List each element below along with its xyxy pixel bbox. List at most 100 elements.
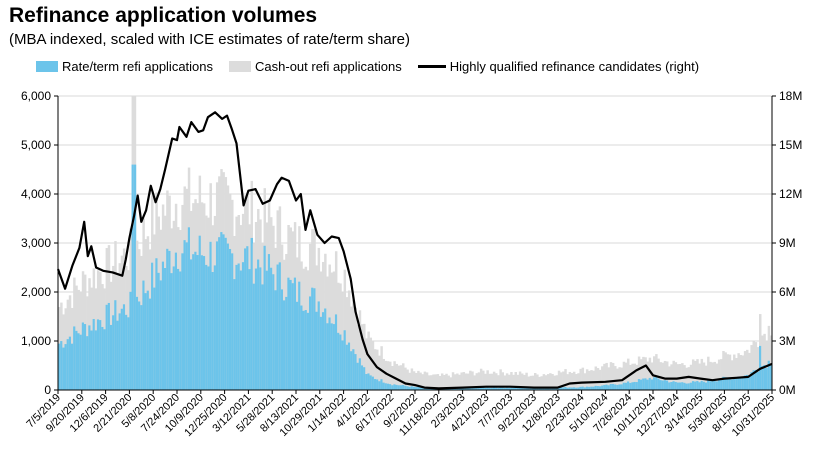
cash-out-bar (350, 306, 353, 390)
rate-term-bar (75, 330, 78, 390)
rate-term-bar (525, 387, 528, 390)
cash-out-bar (663, 360, 667, 390)
rate-term-bar (64, 344, 67, 390)
rate-term-bar (365, 374, 368, 390)
cash-out-bar (443, 375, 446, 390)
rate-term-bar (177, 268, 180, 390)
cash-out-bar (659, 362, 662, 390)
cash-out-bar (648, 357, 652, 390)
cash-out-bar (397, 365, 401, 390)
cash-out-bar (544, 375, 548, 390)
cash-out-bar (505, 373, 509, 390)
y-left-tick-label: 4,000 (21, 187, 51, 201)
rate-term-bar (274, 290, 277, 390)
rate-term-bar (717, 379, 721, 390)
legend-swatch-candidates (417, 65, 446, 68)
rate-term-bar (456, 388, 459, 390)
cash-out-bar (546, 374, 550, 390)
rate-term-bar (189, 259, 193, 390)
cash-out-bar (382, 358, 386, 390)
cash-out-bar (596, 368, 600, 390)
rate-term-bar (421, 387, 424, 390)
cash-out-bar (469, 370, 472, 390)
cash-out-bar (486, 370, 489, 390)
rate-term-bar (549, 387, 552, 390)
cash-out-bar (598, 369, 602, 390)
rate-term-bar (166, 248, 169, 390)
rate-term-bar (733, 377, 736, 390)
cash-out-bar (559, 372, 563, 390)
cash-out-bar (501, 372, 505, 390)
rate-term-bar (486, 387, 489, 390)
rate-term-bar (402, 384, 405, 390)
cash-out-bar (402, 363, 405, 390)
cash-out-bar (356, 324, 360, 390)
rate-term-bar (415, 387, 418, 390)
rate-term-bar (551, 387, 554, 390)
cash-out-bar (471, 371, 474, 390)
rate-term-bar (393, 384, 396, 390)
cash-out-bar (657, 358, 660, 390)
rate-term-bar (96, 319, 100, 390)
rate-term-bar (642, 378, 645, 390)
rate-term-bar (471, 387, 474, 390)
rate-term-bar (246, 246, 249, 390)
rate-term-bar (514, 387, 517, 390)
chart-legend: Rate/term refi applications Cash-out ref… (36, 59, 715, 74)
rate-term-bar (231, 253, 234, 390)
y-right-tick-label: 9M (779, 236, 796, 250)
rate-term-bar (172, 266, 176, 390)
cash-out-bar (490, 373, 494, 390)
rate-term-bar (83, 324, 87, 390)
cash-out-bar (562, 371, 565, 390)
cash-out-bar (462, 372, 466, 390)
rate-term-bar (585, 386, 589, 390)
cash-out-bar (499, 369, 502, 390)
rate-term-bar (263, 245, 267, 390)
cash-out-bar (456, 373, 459, 390)
rate-term-bar (689, 382, 693, 390)
rate-term-bar (743, 375, 747, 390)
rate-term-bar (207, 266, 210, 390)
rate-term-bar (518, 387, 522, 390)
rate-term-bar (224, 237, 228, 390)
rate-term-bar (555, 387, 559, 390)
rate-term-bar (404, 385, 407, 390)
cash-out-bar (707, 356, 710, 390)
rate-term-bar (218, 237, 221, 390)
rate-term-bar (118, 313, 122, 390)
cash-out-bar (711, 362, 714, 390)
rate-term-bar (704, 382, 708, 390)
y-left-tick-label: 1,000 (21, 334, 51, 348)
rate-term-bar (611, 383, 615, 390)
rate-term-bar (272, 274, 275, 390)
rate-term-bar (499, 387, 502, 390)
rate-term-bar (488, 387, 492, 390)
rate-term-bar (648, 377, 652, 390)
rate-term-bar (161, 261, 165, 390)
rate-term-bar (646, 379, 649, 390)
rate-term-bar (754, 370, 758, 390)
legend-swatch-cash-out (229, 61, 252, 72)
rate-term-bar (99, 320, 102, 390)
rate-term-bar (125, 314, 128, 390)
rate-term-bar (464, 387, 468, 390)
cash-out-bar (458, 374, 461, 390)
rate-term-bar (700, 380, 704, 390)
rate-term-bar (200, 255, 204, 390)
y-right-tick-label: 3M (779, 334, 796, 348)
cash-out-bar (371, 341, 375, 390)
rate-term-bar (707, 379, 710, 390)
cash-out-bar (748, 352, 751, 390)
rate-term-bar (447, 388, 450, 390)
cash-out-bar (512, 374, 515, 390)
rate-term-bar (769, 364, 773, 390)
cash-out-bar (752, 341, 755, 390)
cash-out-bar (592, 370, 595, 390)
rate-term-bar (192, 254, 195, 390)
rate-term-bar (568, 387, 572, 390)
cash-out-bar (691, 359, 695, 390)
rate-term-bar (129, 291, 132, 390)
rate-term-bar (60, 341, 63, 390)
cash-out-bar (369, 337, 373, 390)
